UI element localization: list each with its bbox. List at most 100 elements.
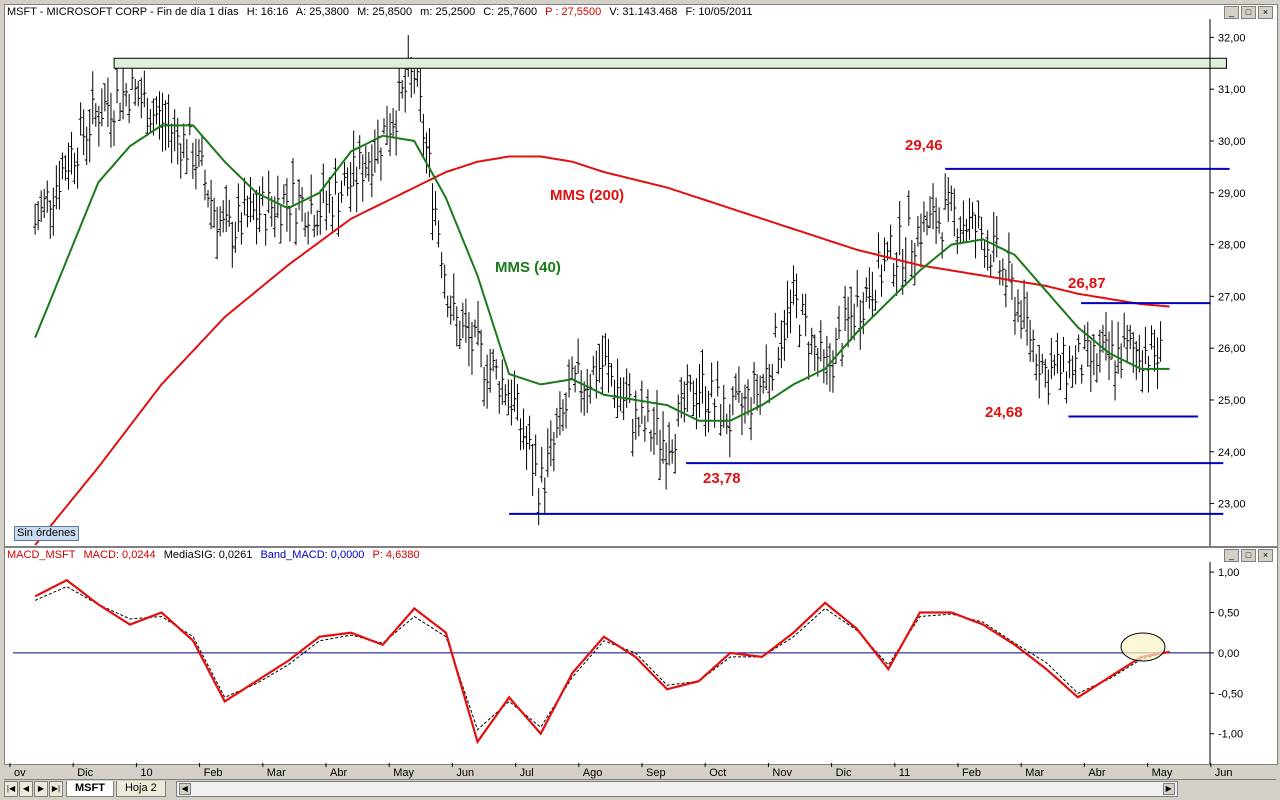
ohlc-bar: [1037, 344, 1042, 399]
close-icon[interactable]: ×: [1258, 549, 1273, 562]
month-tick-label: Ago: [583, 767, 603, 779]
ohlc-bar: [1146, 356, 1151, 393]
macd-header: MACD_MSFT MACD: 0,0244 MediaSIG: 0,0261 …: [5, 548, 1187, 562]
ohlc-bar: [1137, 334, 1142, 373]
ohlc-bar: [727, 404, 732, 458]
scroll-left-icon[interactable]: ◀: [178, 783, 191, 795]
ohlc-bar: [776, 346, 781, 375]
ohlc-bar: [239, 212, 244, 245]
ohlc-bar: [934, 197, 939, 245]
ohlc-bar: [297, 179, 302, 211]
ohlc-bar: [454, 306, 459, 347]
prev-sheet-button[interactable]: ◀: [19, 781, 33, 797]
ohlc-bar: [108, 92, 113, 148]
ohlc-bar: [278, 205, 283, 244]
horizontal-scrollbar[interactable]: ◀ ▶: [175, 781, 1178, 797]
close-icon[interactable]: ×: [1258, 6, 1273, 19]
ohlc-bar: [788, 289, 793, 334]
ohlc-bar: [124, 82, 129, 107]
ohlc-bar: [1022, 279, 1027, 329]
resistance-zone: [113, 57, 1227, 69]
ohlc-bar: [36, 200, 41, 231]
ohlc-bar: [290, 158, 295, 205]
ohlc-bar: [697, 363, 702, 418]
ohlc-bar: [715, 360, 720, 397]
ohlc-bar: [964, 218, 969, 242]
macd-y-axis: 1,00 0,50 0,00 -0,50 -1,00: [13, 562, 1243, 764]
ohlc-bar: [724, 413, 729, 435]
maximize-icon[interactable]: □: [1241, 549, 1256, 562]
ohlc-bar: [570, 356, 575, 380]
ohlc-bar: [946, 176, 951, 222]
macd-band: Band_MACD: 0,0000: [260, 549, 365, 561]
ohlc-bar: [667, 422, 672, 466]
last-sheet-button[interactable]: ▶|: [49, 781, 63, 797]
month-axis: ov Dic 10 Feb Mar Abr May Jun Jul Ago Sep Oct Nov Dic…: [9, 763, 1233, 779]
ohlc-bar: [42, 189, 47, 218]
ohlc-bar: [145, 97, 150, 136]
ohlc-bar: [421, 113, 426, 159]
ohlc-bar: [93, 103, 98, 127]
ohlc-bar: [700, 349, 705, 404]
ohlc-bar: [554, 407, 559, 439]
ohlc-bar: [348, 162, 353, 212]
ohlc-bar: [509, 379, 514, 426]
ohlc-bar: [463, 298, 468, 343]
first-sheet-button[interactable]: |◀: [4, 781, 18, 797]
minimize-icon[interactable]: _: [1224, 549, 1239, 562]
ohlc-bar: [1012, 296, 1017, 335]
ohlc-bar: [342, 162, 347, 186]
ohlc-bar: [127, 93, 132, 124]
ohlc-bar: [133, 78, 138, 106]
ohlc-bar: [730, 386, 735, 416]
ohlc-bar: [394, 110, 399, 156]
price-tick-label: 32,00: [1218, 32, 1246, 44]
ohlc-bar: [830, 350, 835, 393]
next-sheet-button[interactable]: ▶: [34, 781, 48, 797]
ohlc-bar: [560, 399, 565, 432]
ohlc-bar: [339, 180, 344, 203]
ohlc-bar: [354, 166, 359, 213]
ohlc-bar: [1064, 371, 1069, 404]
scroll-right-icon[interactable]: ▶: [1162, 783, 1175, 795]
level-2468-label: 24,68: [985, 404, 1023, 421]
ohlc-bar: [1055, 332, 1060, 374]
ohlc-bar: [391, 108, 396, 137]
ohlc-bar: [1122, 312, 1127, 348]
ohlc-bar: [1094, 353, 1099, 383]
ohlc-bar: [557, 391, 562, 436]
price-chart-panel[interactable]: MSFT - MICROSOFT CORP - Fin de día 1 día…: [4, 4, 1278, 547]
ohlc-bar: [330, 196, 335, 234]
ohlc-bar: [661, 411, 666, 464]
no-orders-badge[interactable]: Sin órdenes: [14, 526, 79, 541]
tab-hoja-2[interactable]: Hoja 2: [115, 781, 166, 797]
ohlc-bar: [1149, 325, 1154, 350]
ohlc-bar: [99, 88, 104, 127]
ohlc-bar: [45, 180, 50, 213]
ohlc-bar: [630, 418, 635, 457]
tab-msft[interactable]: MSFT: [66, 781, 114, 797]
ohlc-bar: [873, 289, 878, 311]
ohlc-bar: [436, 220, 441, 248]
ohlc-bar: [809, 327, 814, 355]
ohlc-bar: [579, 369, 584, 413]
month-tick-label: Jun: [1215, 767, 1233, 779]
ohlc-bar: [242, 177, 247, 216]
macd-panel[interactable]: MACD_MSFT MACD: 0,0244 MediaSIG: 0,0261 …: [4, 547, 1278, 765]
maximize-icon[interactable]: □: [1241, 6, 1256, 19]
level-2946-label: 29,46: [905, 137, 943, 154]
ohlc-bar: [206, 189, 211, 208]
ohlc-bar: [227, 199, 232, 227]
ohlc-bar: [703, 386, 708, 437]
macd-chart: 1,00 0,50 0,00 -0,50 -1,00: [13, 562, 1243, 764]
ohlc-bar: [706, 390, 711, 433]
ohlc-bar: [1085, 321, 1090, 368]
minimize-icon[interactable]: _: [1224, 6, 1239, 19]
ohlc-bar: [779, 320, 784, 369]
ohlc-bar: [997, 260, 1002, 286]
ohlc-bar: [472, 319, 477, 338]
price-chart: 32,00 31,00 30,00 29,00 28,00 27,00 26,00 25,00…: [33, 19, 1246, 546]
header-date: F: 10/05/2011: [685, 6, 753, 18]
ohlc-bar: [736, 366, 741, 403]
ohlc-bar: [548, 420, 553, 467]
